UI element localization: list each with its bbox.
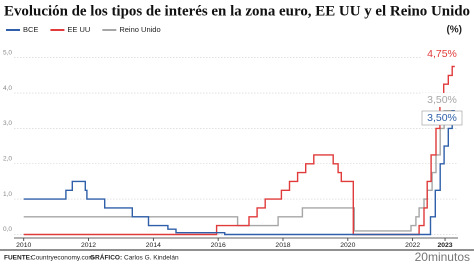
credit: Carlos G. Kindelán — [124, 255, 179, 262]
x-tick-label: 2022 — [405, 242, 420, 249]
y-tick-label: 1,0 — [3, 191, 12, 198]
x-tick-label: 2010 — [16, 242, 31, 249]
end-label-box — [421, 110, 463, 126]
chart-title: Evolución de los tipos de interés en la … — [4, 3, 470, 19]
series-line — [23, 110, 455, 232]
legend-label: Reino Unido — [119, 25, 160, 34]
credit-label: GRÁFICO: — [90, 253, 122, 262]
end-label: 3,50% — [427, 112, 457, 124]
series-line — [23, 65, 455, 236]
y-tick-label: 2,0 — [3, 155, 12, 162]
logo: 20minutos — [415, 250, 470, 264]
legend-label: EE UU — [67, 25, 90, 34]
series-line — [23, 110, 455, 236]
end-label-bg — [422, 47, 462, 61]
x-tick-label: 2012 — [81, 242, 96, 249]
y-tick-label: 4,0 — [3, 85, 12, 92]
y-tick-label: 0,0 — [3, 226, 12, 233]
source-label: FUENTE: — [4, 255, 32, 262]
y-tick-label: 5,0 — [3, 49, 12, 56]
end-label: 3,50% — [427, 94, 457, 106]
end-label: 4,75% — [427, 48, 457, 60]
x-tick-label: 2023 — [437, 242, 452, 249]
x-tick-label: 2014 — [146, 242, 161, 249]
legend-label: BCE — [23, 25, 38, 34]
end-label-bg — [422, 93, 462, 107]
x-tick-label: 2016 — [211, 242, 226, 249]
y-axis-unit: (%) — [446, 25, 462, 36]
y-tick-label: 3,0 — [3, 120, 12, 127]
source: Countryeconomy.com — [31, 255, 94, 262]
x-tick-label: 2020 — [340, 242, 355, 249]
x-tick-label: 2018 — [275, 242, 290, 249]
